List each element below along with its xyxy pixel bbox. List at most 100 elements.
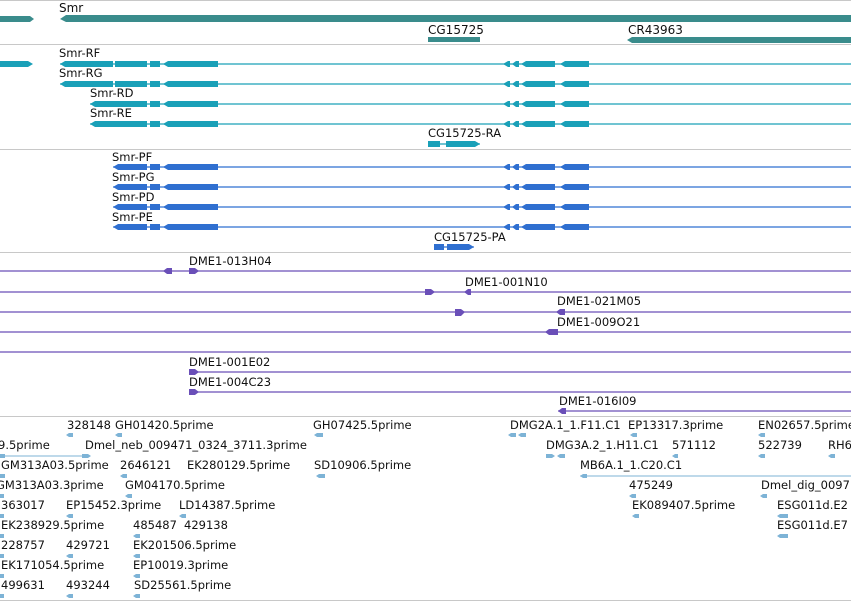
est-429721[interactable]: 429721 <box>66 538 110 558</box>
clone-label: DME1-021M05 <box>557 294 641 308</box>
est-label: EK171054.5prime <box>1 558 104 572</box>
gene-track: Smr CG15725 CR43963 <box>0 1 851 43</box>
clone-track: DME1-013H04 DME1-001N10 DME1-021M05 DME1… <box>0 254 851 414</box>
est-label: RH6 <box>828 438 851 452</box>
transcript-smr-rg[interactable]: Smr-RG <box>59 66 851 87</box>
gene-feature-cr43963[interactable]: CR43963 <box>627 23 851 43</box>
est-label: GM313A03.3prime <box>0 478 104 492</box>
est-475249[interactable]: 475249 <box>629 478 673 498</box>
est-en02657-5prime[interactable]: EN02657.5prime <box>758 418 851 437</box>
est-gh07425-5prime[interactable]: GH07425.5prime <box>313 418 412 437</box>
protein-smr-pe[interactable]: Smr-PE <box>112 210 851 230</box>
est-gm313a03-5prime[interactable]: GM313A03.5prime <box>0 458 109 478</box>
est-label: EP10019.3prime <box>133 558 228 572</box>
est-label: SD25561.5prime <box>134 578 231 592</box>
transcript-feature[interactable] <box>0 61 33 67</box>
est-label: EN02657.5prime <box>758 418 851 432</box>
protein-smr-pf[interactable]: Smr-PF <box>112 150 851 170</box>
est-493244[interactable]: 493244 <box>66 578 110 598</box>
est-label: GM04170.5prime <box>125 478 225 492</box>
clone-label: DME1-001E02 <box>189 355 270 369</box>
est-gm04170-5prime[interactable]: GM04170.5prime <box>125 478 225 498</box>
transcript-cg15725-ra[interactable]: CG15725-RA <box>428 126 501 147</box>
est-esg011d-e7[interactable]: ESG011d.E7 <box>777 518 848 538</box>
transcript-smr-rf[interactable]: Smr-RF <box>59 46 851 67</box>
est-label: 485487 <box>133 518 177 532</box>
transcript-smr-re[interactable]: Smr-RE <box>90 106 851 127</box>
protein-label: Smr-PG <box>112 170 155 184</box>
est-label: SD10906.5prime <box>314 458 411 472</box>
est-label: Dmel_neb_009471_0324_3711.3prime <box>85 438 307 452</box>
protein-smr-pd[interactable]: Smr-PD <box>112 190 851 210</box>
est-ek171054-5prime[interactable]: EK171054.5prime <box>0 558 104 578</box>
est-ep13317-3prime[interactable]: EP13317.3prime <box>628 418 723 437</box>
est-label: 522739 <box>758 438 802 452</box>
protein-label: Smr-PE <box>112 210 153 224</box>
clone-dme1-001n10[interactable]: DME1-001N10 <box>0 275 851 295</box>
est-9-5prime[interactable]: 9.5prime <box>0 438 91 458</box>
est-dmg2a-1-f11-c1[interactable]: DMG2A.1_1.F11.C1 <box>508 418 621 437</box>
clone-label: DME1-004C23 <box>189 375 271 389</box>
est-label: GM313A03.5prime <box>1 458 109 472</box>
est-label: 2646121 <box>120 458 171 472</box>
est-label: MB6A.1_1.C20.C1 <box>580 458 682 472</box>
est-label: 9.5prime <box>0 438 50 452</box>
est-485487[interactable]: 485487 <box>133 518 177 538</box>
est-esg011d-e2[interactable]: ESG011d.E2 <box>777 498 848 518</box>
protein-label: Smr-PD <box>112 190 155 204</box>
est-label: ESG011d.E7 <box>777 518 848 532</box>
clone-dme1-016i09[interactable]: DME1-016I09 <box>558 394 851 414</box>
est-ep10019-3prime[interactable]: EP10019.3prime <box>133 558 228 578</box>
est-ek089407-5prime[interactable]: EK089407.5prime <box>632 498 735 518</box>
est-label: 363017 <box>1 498 45 512</box>
est-363017[interactable]: 363017 <box>0 498 45 518</box>
est-328148[interactable]: 328148 <box>66 418 111 437</box>
gene-feature[interactable] <box>0 16 34 22</box>
gene-feature-smr[interactable]: Smr <box>59 1 851 22</box>
protein-label: Smr-PF <box>112 150 152 164</box>
gene-bar[interactable] <box>428 37 480 42</box>
est-dmg3a-2-h11-c1[interactable]: DMG3A.2_1.H11.C1 <box>546 438 659 458</box>
est-ek201506-5prime[interactable]: EK201506.5prime <box>133 538 236 558</box>
est-label: DMG3A.2_1.H11.C1 <box>546 438 659 452</box>
est-2646121[interactable]: 2646121 <box>120 458 171 478</box>
est-label: 499631 <box>1 578 45 592</box>
est-499631[interactable]: 499631 <box>0 578 45 598</box>
clone-dme1-004c23[interactable]: DME1-004C23 <box>189 375 851 395</box>
est-dmel-dig-0097[interactable]: Dmel_dig_0097 <box>760 478 850 498</box>
clone-dme1-021m05[interactable]: DME1-021M05 <box>0 294 851 316</box>
est-rh6[interactable]: RH6 <box>828 438 851 458</box>
est-ek280129-5prime[interactable]: EK280129.5prime <box>187 458 290 472</box>
est-ld14387-5prime[interactable]: LD14387.5prime <box>179 498 275 518</box>
protein-cg15725-pa[interactable]: CG15725-PA <box>434 230 506 250</box>
clone-dme1-009o21[interactable]: DME1-009O21 <box>0 315 851 335</box>
est-label: 228757 <box>1 538 45 552</box>
clone-dme1-001e02[interactable]: DME1-001E02 <box>189 355 851 375</box>
est-571112[interactable]: 571112 <box>672 438 716 458</box>
est-ek238929-5prime[interactable]: EK238929.5prime <box>0 518 104 538</box>
gene-bar[interactable] <box>60 15 851 22</box>
protein-smr-pg[interactable]: Smr-PG <box>112 170 851 190</box>
gene-feature-cg15725[interactable]: CG15725 <box>428 23 484 42</box>
est-mb6a-1-c20-c1[interactable]: MB6A.1_1.C20.C1 <box>580 458 851 478</box>
est-429138[interactable]: 429138 <box>184 518 228 532</box>
est-label: 429721 <box>66 538 110 552</box>
est-gh01420-5prime[interactable]: GH01420.5prime <box>115 418 214 437</box>
est-228757[interactable]: 228757 <box>0 538 45 558</box>
gene-bar-left[interactable] <box>0 16 34 22</box>
est-sd10906-5prime[interactable]: SD10906.5prime <box>314 458 411 478</box>
est-gm313a03-3prime[interactable]: GM313A03.3prime <box>0 478 104 498</box>
est-sd25561-5prime[interactable]: SD25561.5prime <box>133 578 231 598</box>
gene-bar[interactable] <box>627 37 851 43</box>
est-dmel-neb-009471[interactable]: Dmel_neb_009471_0324_3711.3prime <box>85 438 307 452</box>
clone-label: DME1-013H04 <box>189 254 272 268</box>
est-label: Dmel_dig_0097 <box>761 478 850 492</box>
clone-dme1-013h04[interactable]: DME1-013H04 <box>0 254 851 274</box>
transcript-track: Smr-RF Smr-RG Smr-RD <box>0 46 851 147</box>
transcript-smr-rd[interactable]: Smr-RD <box>90 86 851 107</box>
gene-label: CR43963 <box>628 23 683 37</box>
transcript-label: Smr-RF <box>59 46 100 60</box>
est-522739[interactable]: 522739 <box>758 438 802 458</box>
est-ep15452-3prime[interactable]: EP15452.3prime <box>66 498 161 518</box>
